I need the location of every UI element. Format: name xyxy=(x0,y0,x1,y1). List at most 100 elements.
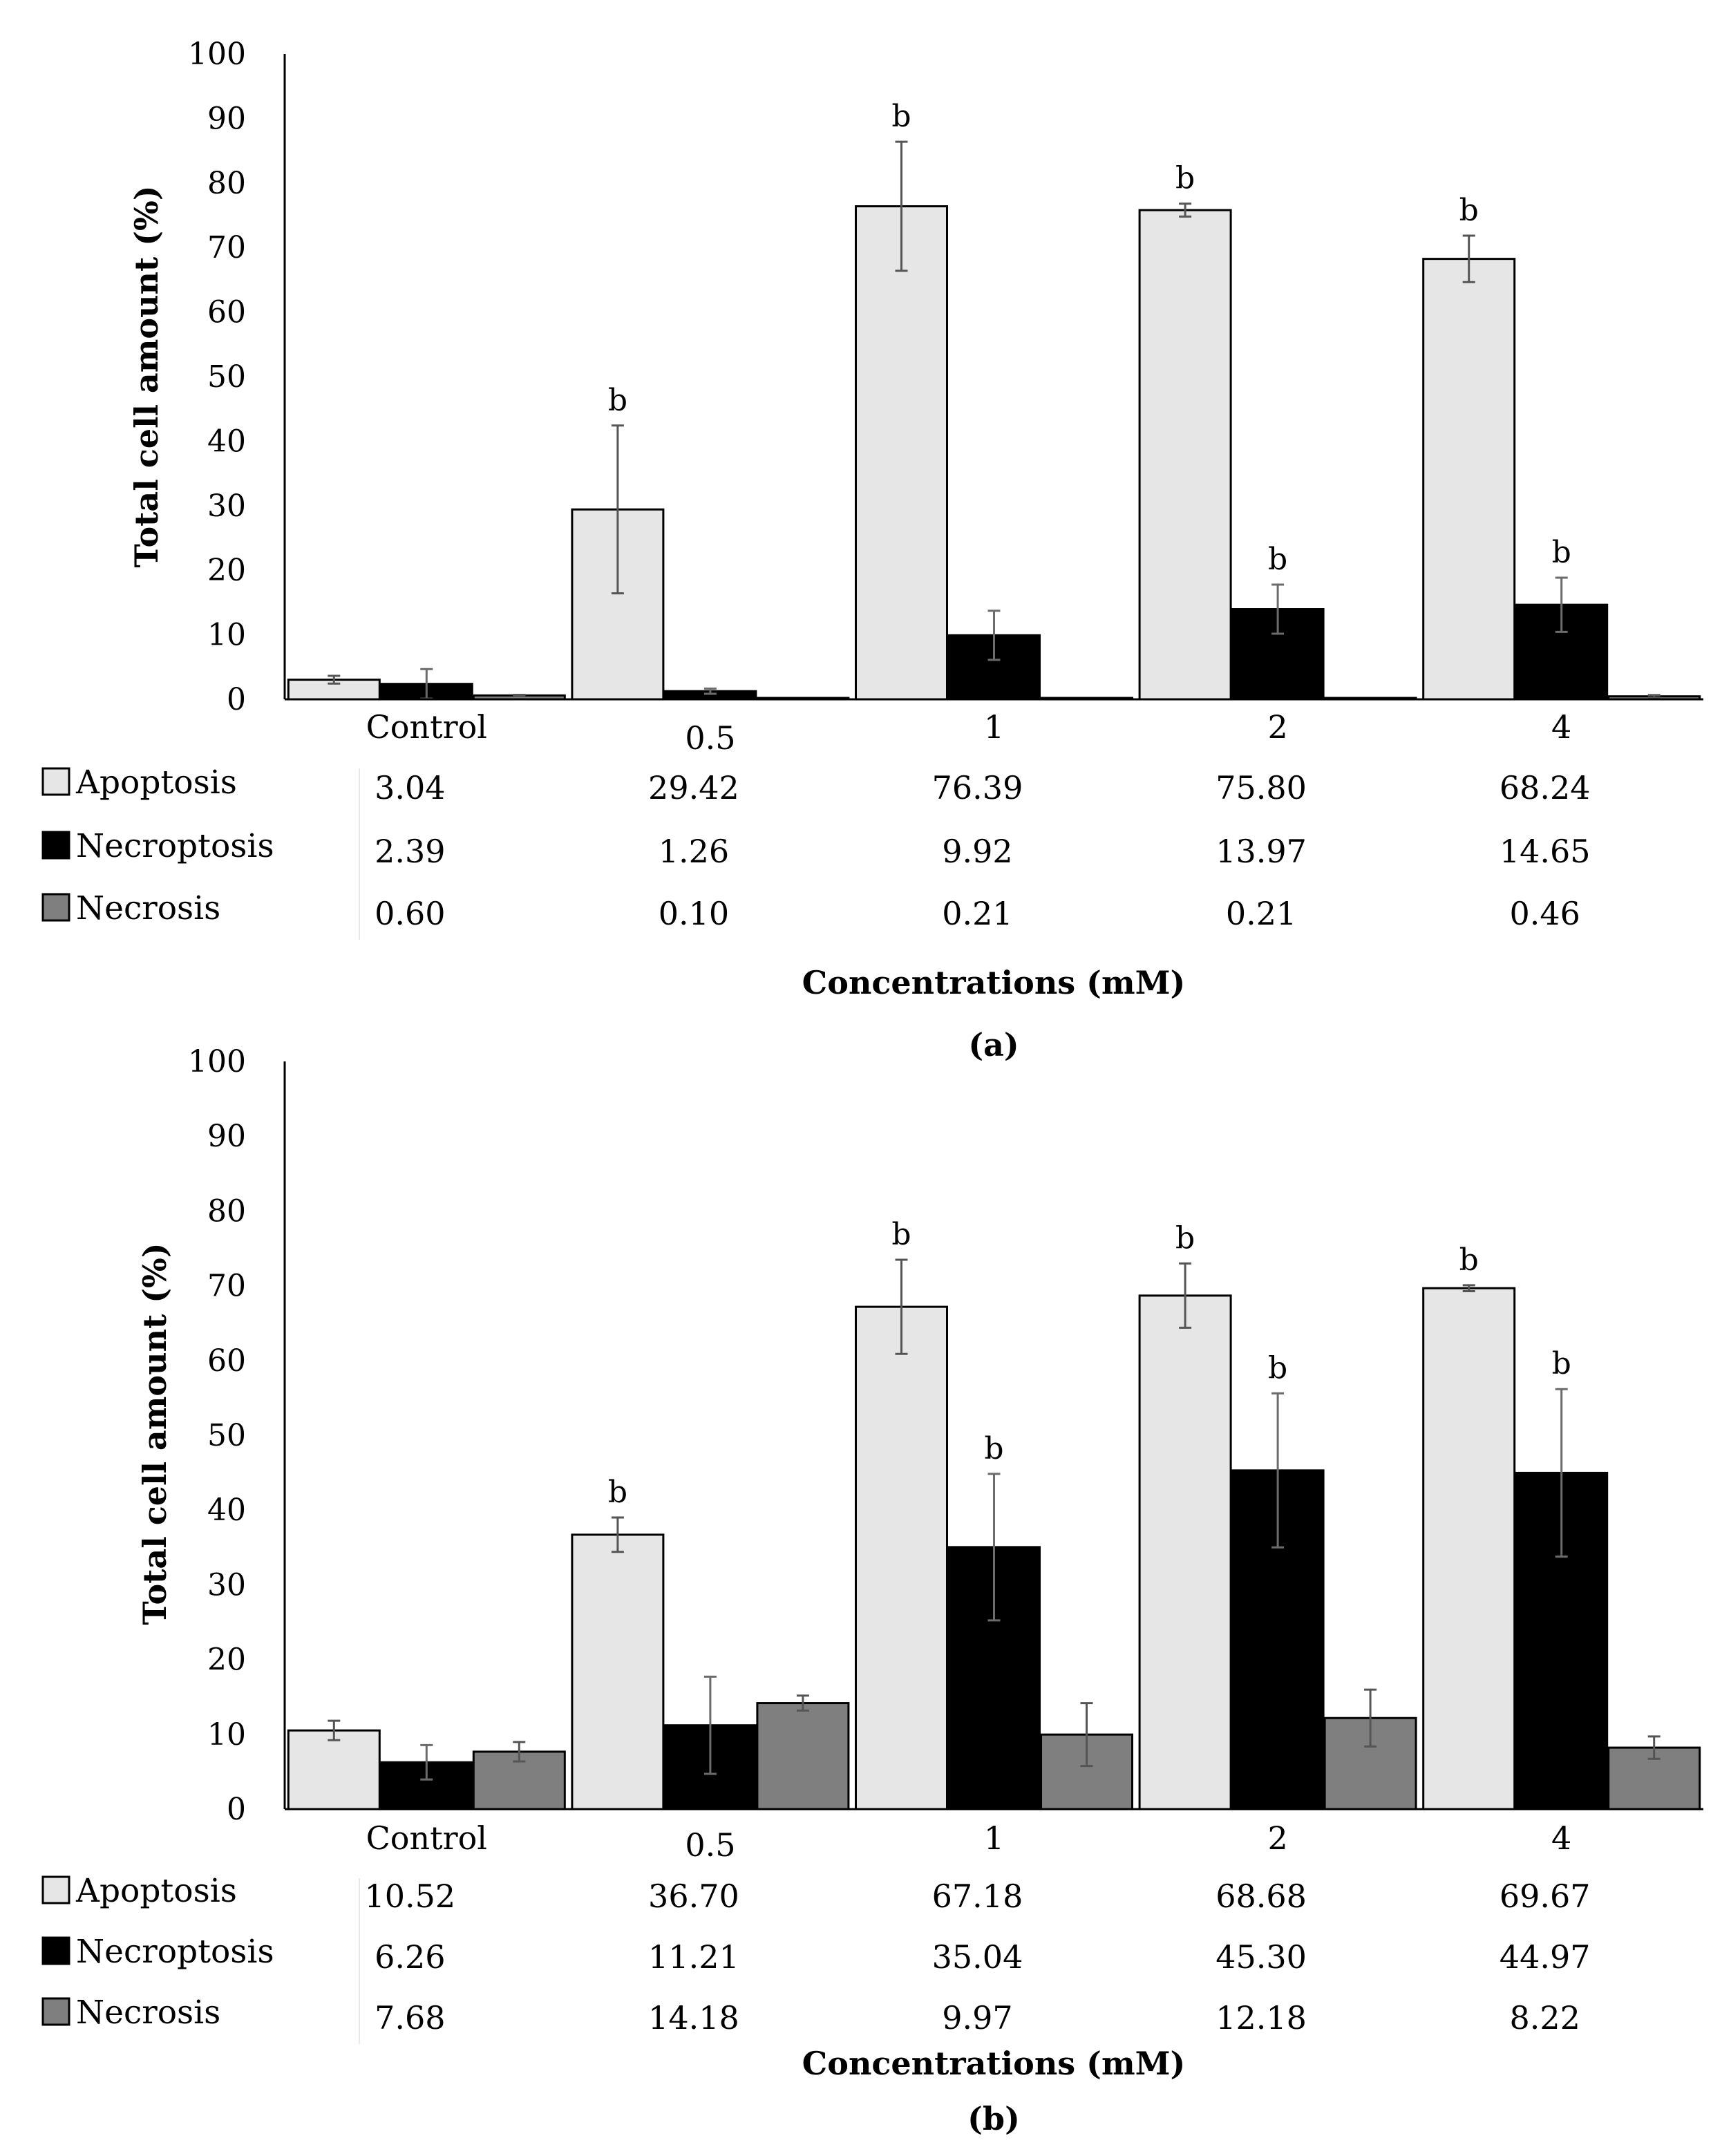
error-bar xyxy=(987,1473,1001,1622)
legend-swatch-apoptosis xyxy=(41,1875,70,1904)
y-tick-label: 0 xyxy=(227,1792,246,1827)
error-bar xyxy=(1271,1392,1285,1549)
error-bar xyxy=(611,1516,624,1553)
significance-letter: b xyxy=(1459,1242,1479,1278)
y-tick-label: 10 xyxy=(207,618,246,653)
category-label: 4 xyxy=(1551,1819,1571,1857)
category-label: 0.5 xyxy=(685,719,735,757)
y-tick-label: 30 xyxy=(207,1567,246,1602)
y-tick-label: 100 xyxy=(188,37,246,72)
bar-apoptosis xyxy=(1138,1294,1232,1810)
table-cell: 3.04 xyxy=(375,769,445,806)
legend-swatch-apoptosis xyxy=(41,767,70,796)
legend-swatch-necroptosis xyxy=(41,831,70,860)
significance-letter: b xyxy=(1175,1220,1195,1256)
significance-letter: b xyxy=(1268,1350,1287,1386)
bar-apoptosis xyxy=(855,1305,948,1810)
error-bar xyxy=(1647,1735,1661,1760)
table-cell: 0.46 xyxy=(1509,895,1580,932)
error-bar xyxy=(703,1675,717,1775)
table-cell: 69.67 xyxy=(1500,1878,1591,1915)
significance-letter: b xyxy=(1459,193,1479,228)
table-cell: 67.18 xyxy=(932,1878,1023,1915)
category-label: 0.5 xyxy=(685,1826,735,1864)
category-label: 1 xyxy=(984,1819,1004,1857)
x-axis-title: Concentrations (mM) xyxy=(802,964,1186,1001)
table-cell: 10.52 xyxy=(364,1878,455,1915)
table-cell: 6.26 xyxy=(375,1938,445,1976)
table-cell: 45.30 xyxy=(1216,1938,1307,1976)
bar-apoptosis xyxy=(287,1729,381,1810)
legend-label-necrosis: Necrosis xyxy=(76,1994,220,2032)
table-cell: 11.21 xyxy=(648,1938,739,1976)
significance-letter: b xyxy=(1175,161,1195,196)
table-cell: 12.18 xyxy=(1216,1999,1307,2036)
bar-apoptosis xyxy=(571,1533,665,1810)
x-axis-title: Concentrations (mM) xyxy=(802,2045,1186,2082)
y-tick-label: 90 xyxy=(207,101,246,136)
error-bar xyxy=(420,1743,433,1781)
significance-letter: b xyxy=(608,383,627,418)
table-cell: 0.60 xyxy=(375,895,445,932)
table-cell: 44.97 xyxy=(1500,1938,1591,1976)
table-cell: 2.39 xyxy=(375,833,445,870)
table-cell: 7.68 xyxy=(375,1999,445,2036)
table-cell: 76.39 xyxy=(932,769,1023,806)
error-bar xyxy=(987,609,1001,661)
error-bar xyxy=(328,674,341,685)
bar-apoptosis xyxy=(1138,209,1232,701)
legend-label-necroptosis: Necroptosis xyxy=(76,1933,274,1971)
table-cell: 68.24 xyxy=(1500,769,1591,806)
category-label: Control xyxy=(366,708,487,746)
table-cell: 9.92 xyxy=(942,833,1012,870)
y-tick-label: 90 xyxy=(207,1119,246,1154)
table-cell: 0.21 xyxy=(942,895,1012,932)
y-tick-label: 70 xyxy=(207,1269,246,1304)
error-bar xyxy=(1179,1262,1192,1329)
y-tick-label: 100 xyxy=(188,1044,246,1079)
y-tick-label: 20 xyxy=(207,553,246,588)
y-tick-label: 30 xyxy=(207,489,246,524)
table-cell: 36.70 xyxy=(648,1878,739,1915)
category-label: 2 xyxy=(1267,708,1287,746)
error-bar xyxy=(1647,694,1661,699)
error-bar xyxy=(328,1719,341,1741)
category-label: 4 xyxy=(1551,708,1571,746)
legend-label-apoptosis: Apoptosis xyxy=(75,764,237,802)
legend-swatch-necrosis xyxy=(41,1997,70,2026)
error-bar xyxy=(1555,1388,1568,1558)
y-tick-label: 50 xyxy=(207,359,246,395)
table-cell: 0.10 xyxy=(659,895,729,932)
bar-necrosis xyxy=(756,1702,850,1810)
table-cell: 35.04 xyxy=(932,1938,1023,1976)
table-cell: 14.65 xyxy=(1500,833,1591,870)
significance-letter: b xyxy=(608,1475,627,1510)
error-bar xyxy=(796,1694,809,1712)
table-cell: 8.22 xyxy=(1509,1999,1580,2036)
error-bar xyxy=(513,693,526,697)
significance-letter: b xyxy=(891,1217,911,1252)
legend-label-necrosis: Necrosis xyxy=(76,889,220,927)
table-cell: 14.18 xyxy=(648,1999,739,2036)
y-axis-title: Total cell amount (%) xyxy=(136,1243,173,1625)
y-tick-label: 80 xyxy=(207,1193,246,1229)
error-bar xyxy=(895,140,908,272)
bar-apoptosis xyxy=(1422,1287,1516,1810)
panel-a-chart: 0 10 20 30 40 50 60 70 80 90 100 Total cell amount … xyxy=(41,37,1703,1063)
y-tick-label: 40 xyxy=(207,1493,246,1528)
bar-apoptosis xyxy=(1422,258,1516,701)
significance-letter: b xyxy=(1552,535,1571,570)
y-axis-title: Total cell amount (%) xyxy=(128,186,165,568)
significance-letter: b xyxy=(1268,542,1287,577)
significance-letter: b xyxy=(1552,1346,1571,1381)
legend-swatch-necroptosis xyxy=(41,1936,70,1965)
panel-label: (b) xyxy=(967,2100,1020,2137)
y-tick-label: 80 xyxy=(207,166,246,201)
error-bar xyxy=(1271,583,1285,635)
category-label: Control xyxy=(366,1819,487,1857)
y-tick-label: 40 xyxy=(207,424,246,459)
table-cell: 68.68 xyxy=(1216,1878,1307,1915)
y-tick-label: 20 xyxy=(207,1643,246,1678)
error-bar xyxy=(1462,234,1475,283)
